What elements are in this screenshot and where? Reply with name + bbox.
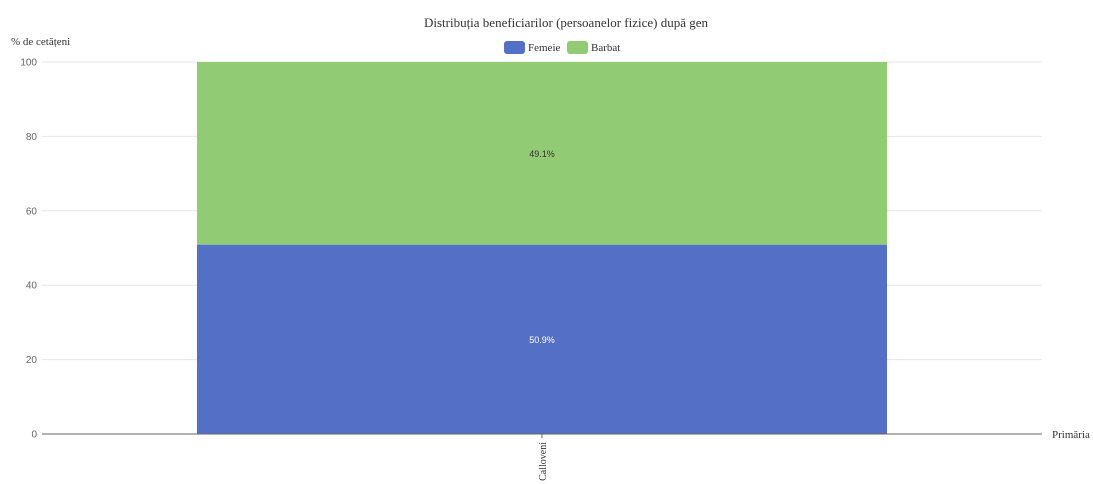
data-label-barbat: 49.1% bbox=[529, 149, 555, 159]
legend-item-barbat[interactable]: Barbat bbox=[567, 41, 620, 54]
chart-title: Distribuția beneficiarilor (persoanelor … bbox=[424, 15, 709, 30]
y-tick-label: 20 bbox=[26, 355, 38, 366]
y-tick-label: 60 bbox=[26, 206, 38, 217]
y-tick-label: 80 bbox=[26, 132, 38, 143]
x-tick-label: Calloveni bbox=[538, 442, 549, 481]
bars: 50.9% 49.1% bbox=[197, 62, 887, 434]
legend-label-barbat: Barbat bbox=[591, 42, 620, 54]
legend-label-femeie: Femeie bbox=[528, 42, 560, 54]
y-tick-label: 40 bbox=[26, 281, 38, 292]
legend-item-femeie[interactable]: Femeie bbox=[504, 41, 560, 54]
bar-segment-femeie[interactable] bbox=[197, 244, 887, 434]
x-axis-label: Primăria bbox=[1052, 429, 1090, 441]
legend-swatch-femeie bbox=[504, 41, 525, 54]
y-tick-label: 0 bbox=[31, 430, 37, 441]
legend: Femeie Barbat bbox=[504, 41, 620, 54]
y-tick-label: 100 bbox=[20, 58, 37, 69]
x-ticks: Calloveni bbox=[538, 434, 549, 481]
legend-swatch-barbat bbox=[567, 41, 588, 54]
bar-segment-barbat[interactable] bbox=[197, 62, 887, 245]
data-label-femeie: 50.9% bbox=[529, 335, 555, 345]
y-axis-label: % de cetățeni bbox=[11, 36, 70, 48]
